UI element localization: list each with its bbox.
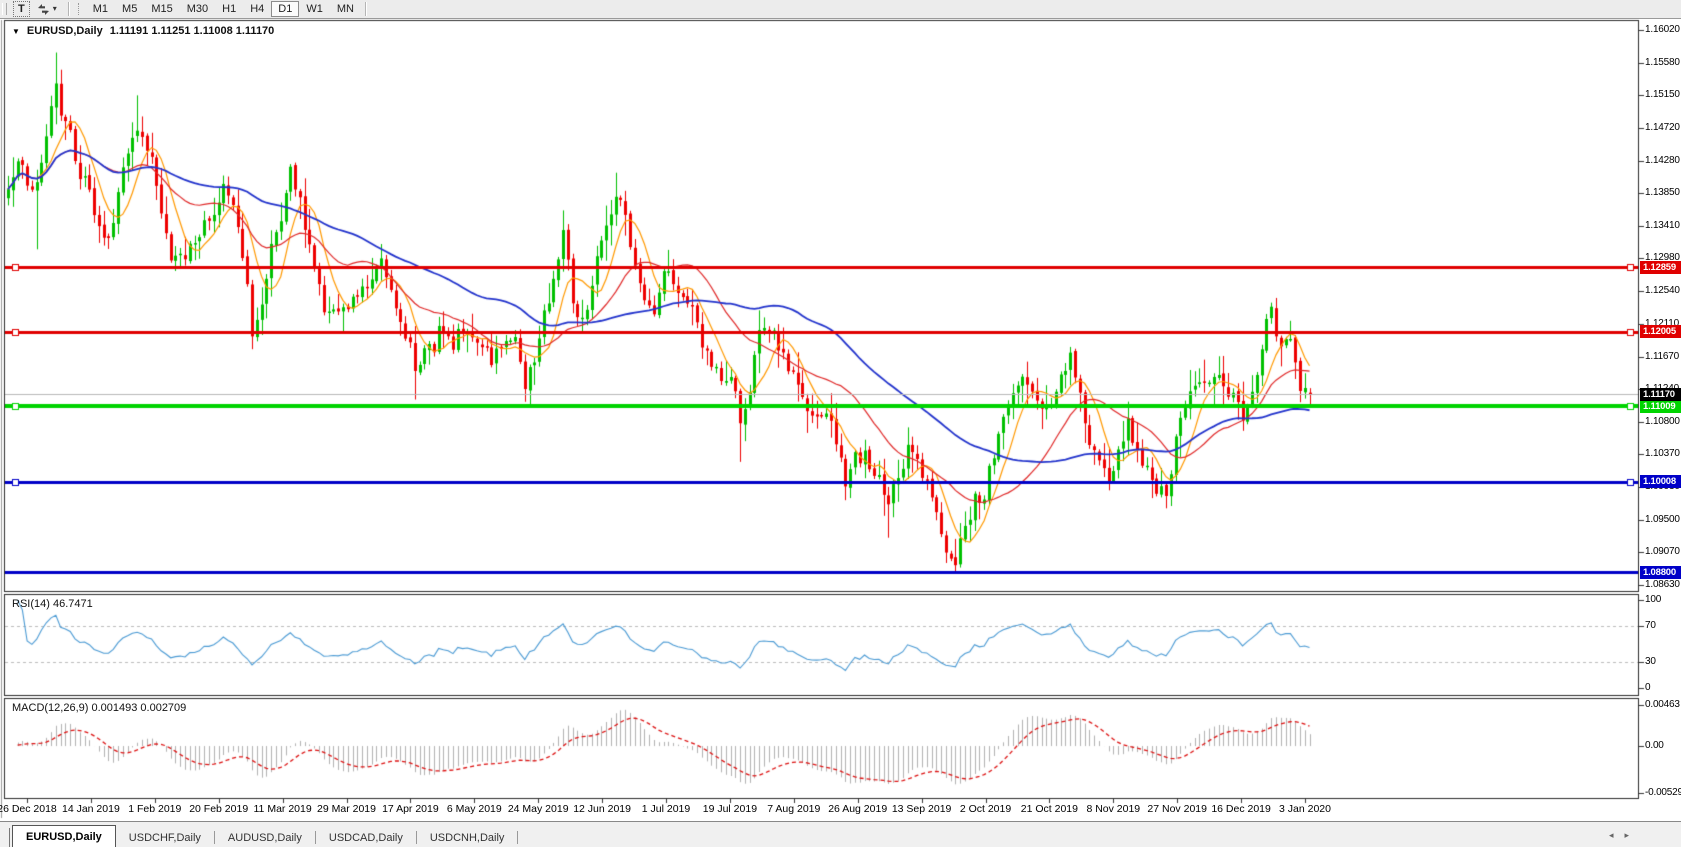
- date-axis-label: 27 Nov 2019: [1147, 803, 1207, 815]
- timeframe-mn-button[interactable]: MN: [330, 1, 361, 17]
- date-axis-label: 8 Nov 2019: [1086, 803, 1141, 815]
- hline-price-badge: 1.11009: [1640, 399, 1681, 413]
- tab-audusd-daily[interactable]: AUDUSD,Daily: [227, 832, 302, 844]
- arrows-tool-button[interactable]: ▾: [30, 1, 64, 17]
- price-tick-label: 1.13850: [1645, 186, 1680, 198]
- toolbar-separator: [67, 2, 69, 16]
- date-axis-label: 6 May 2019: [446, 803, 502, 815]
- hline-price-badge: 1.10008: [1640, 475, 1681, 488]
- date-axis-label: 14 Jan 2019: [61, 803, 120, 815]
- price-tick-label: 1.15580: [1645, 57, 1680, 69]
- tab-separator: [415, 831, 417, 844]
- date-axis-label: 19 Jul 2019: [702, 803, 758, 815]
- timeframe-m15-button[interactable]: M15: [144, 1, 179, 17]
- price-tick-label: 1.14720: [1645, 121, 1680, 133]
- timeframe-m30-button[interactable]: M30: [180, 1, 215, 17]
- text-tool-button[interactable]: T: [13, 1, 30, 17]
- date-axis-label: 24 May 2019: [507, 803, 569, 815]
- timeframe-h1-button[interactable]: H1: [215, 1, 243, 17]
- macd-label: MACD(12,26,9) 0.001493 0.002709: [12, 702, 187, 714]
- toolbar-grip[interactable]: [2, 3, 7, 15]
- date-axis-label: 26 Dec 2018: [0, 803, 57, 815]
- date-axis-label: 3 Jan 2020: [1279, 803, 1331, 815]
- price-tick-label: 1.11670: [1645, 350, 1680, 362]
- price-tick-label: 1.09500: [1645, 513, 1680, 525]
- tab-usdchf-daily[interactable]: USDCHF,Daily: [128, 832, 201, 844]
- timeframe-h4-button[interactable]: H4: [243, 1, 271, 17]
- price-tick-label: 1.12980: [1645, 252, 1680, 264]
- date-axis-label: 13 Sep 2019: [891, 803, 952, 815]
- rsi-tick-label: 0: [1645, 682, 1651, 693]
- hline-price-badge: 1.12859: [1640, 260, 1681, 274]
- price-tick-label: 1.13410: [1645, 220, 1680, 231]
- macd-tick-label: -0.00529: [1645, 787, 1681, 798]
- date-axis-label: 7 Aug 2019: [767, 803, 821, 815]
- date-axis-label: 17 Apr 2019: [382, 803, 439, 815]
- date-axis-label: 16 Dec 2019: [1211, 803, 1271, 815]
- chart-title-symbol: EURUSD,Daily: [26, 25, 103, 37]
- rsi-label: RSI(14) 46.7471: [12, 598, 93, 610]
- tab-usdcnh-daily[interactable]: USDCNH,Daily: [429, 832, 505, 844]
- date-axis-label: 1 Feb 2019: [128, 803, 182, 815]
- toolbar: T ▾ M1 M5 M15 M30 H1 H4 D1 W1 MN: [0, 0, 1681, 19]
- hline-price-badge: 1.12005: [1640, 325, 1681, 339]
- timeframe-w1-button[interactable]: W1: [299, 1, 330, 17]
- timeframe-d1-button[interactable]: D1: [271, 1, 300, 17]
- price-tick-label: 1.08630: [1645, 579, 1680, 590]
- price-tick-label: 1.12540: [1645, 285, 1680, 297]
- text-tool-icon: T: [18, 3, 25, 15]
- chart-title-ohlc: 1.11191 1.11251 1.11008 1.11170: [109, 25, 275, 37]
- price-tick-label: 1.09070: [1645, 545, 1680, 557]
- tabbar-stub: [0, 828, 10, 847]
- date-axis-label: 1 Jul 2019: [641, 803, 691, 815]
- current-price-badge: 1.11170: [1640, 387, 1681, 401]
- tab-scroll-left-icon[interactable]: ◂: [1608, 830, 1614, 840]
- hline-price-badge: 1.08800: [1640, 565, 1681, 579]
- price-tick-label: 1.10370: [1645, 448, 1680, 460]
- date-axis-label: 29 Mar 2019: [317, 803, 376, 815]
- chart-title: ▼ EURUSD,Daily 1.11191 1.11251 1.11008 1…: [12, 25, 274, 37]
- macd-tick-label: 0.00: [1645, 740, 1664, 752]
- date-axis-label: 11 Mar 2019: [253, 803, 312, 815]
- price-tick-label: 1.12110: [1645, 317, 1680, 329]
- tab-scroll-arrows: ◂ ▸: [1609, 822, 1629, 847]
- symbol-tabbar: EURUSD,Daily USDCHF,Daily AUDUSD,Daily U…: [0, 821, 1681, 847]
- tab-usdcad-daily[interactable]: USDCAD,Daily: [328, 832, 403, 844]
- tab-eurusd-daily[interactable]: EURUSD,Daily: [12, 825, 116, 847]
- price-tick-label: 1.14280: [1645, 154, 1680, 166]
- chart-menu-icon[interactable]: ▼: [12, 26, 20, 36]
- date-axis-label: 21 Oct 2019: [1020, 803, 1078, 815]
- tab-separator: [314, 831, 316, 844]
- toolbar-grip[interactable]: [77, 3, 81, 15]
- tab-scroll-right-icon[interactable]: ▸: [1624, 830, 1629, 840]
- rsi-tick-label: 30: [1645, 655, 1656, 667]
- price-tick-label: 1.15150: [1645, 89, 1680, 101]
- date-axis-label: 20 Feb 2019: [189, 803, 249, 815]
- price-tick-label: 1.16020: [1645, 24, 1680, 35]
- price-tick-label: 1.10800: [1645, 416, 1680, 428]
- date-axis-label: 2 Oct 2019: [959, 803, 1012, 815]
- date-axis-label: 26 Aug 2019: [828, 803, 888, 815]
- date-axis-label: 12 Jun 2019: [573, 803, 631, 815]
- tab-separator: [213, 831, 215, 844]
- tab-separator: [517, 831, 519, 844]
- rsi-tick-label: 70: [1645, 620, 1656, 632]
- arrows-icon: [37, 3, 49, 15]
- caret-down-icon: ▾: [52, 4, 57, 13]
- toolbar-separator: [364, 2, 366, 16]
- rsi-tick-label: 100: [1645, 594, 1662, 605]
- macd-tick-label: 0.00463: [1645, 699, 1680, 710]
- timeframe-m1-button[interactable]: M1: [86, 1, 115, 17]
- timeframe-m5-button[interactable]: M5: [115, 1, 144, 17]
